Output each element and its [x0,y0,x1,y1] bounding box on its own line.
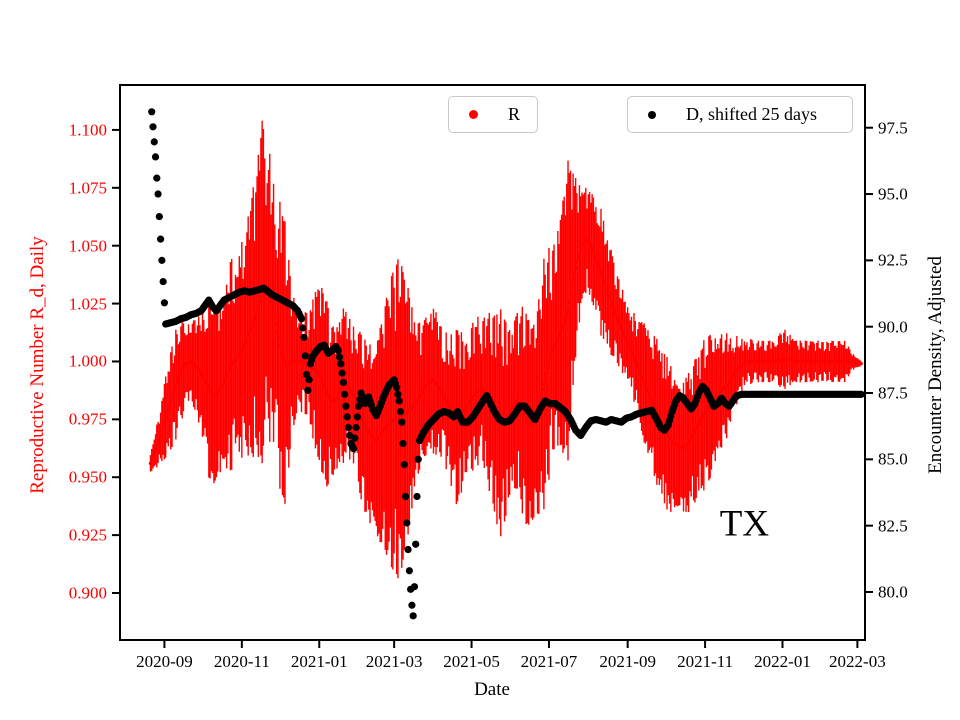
x-tick-label: 2020-09 [136,652,193,671]
x-tick-label: 2022-03 [829,652,886,671]
x-tick-label: 2021-03 [365,652,423,671]
y-left-tick-label: 0.975 [68,409,107,429]
y-axis-left-label: Reproductive Number R_d, Daily [27,236,48,494]
d-series [148,108,865,620]
legend-d-label: D, shifted 25 days [686,104,817,124]
x-tick-label: 2021-05 [443,652,500,671]
legend-r: R [448,96,538,133]
x-axis-label: Date [474,679,510,700]
y-right-tick-label: 90.0 [878,317,908,337]
y-right-tick-label: 92.5 [878,250,908,270]
x-tick-label: 2021-11 [677,652,734,671]
r-marker-dot [469,110,478,119]
legend-r-label: R [508,104,521,124]
y-left-tick-label: 1.050 [68,236,107,256]
y-left-tick-label: 1.100 [68,120,107,140]
x-tick-label: 2021-01 [290,652,348,671]
plot-spines [119,84,866,641]
y-left-tick-label: 0.925 [68,525,107,545]
legend-d: D, shifted 25 days [627,96,853,133]
y-right-tick-label: 85.0 [878,449,908,469]
y-axis-right-label: Encounter Density, Adjusted [925,256,946,474]
x-tick-label: 2020-11 [213,652,270,671]
y-left-tick-label: 1.000 [68,351,107,371]
x-tick-label: 2021-09 [599,652,656,671]
y-right-tick-label: 95.0 [878,184,908,204]
y-right-tick-label: 80.0 [878,582,908,602]
y-left-tick-label: 1.025 [68,294,107,314]
x-tick-label: 2021-07 [520,652,578,671]
d-marker-dot [648,110,656,119]
y-left-tick-label: 0.950 [68,467,107,487]
y-right-tick-label: 97.5 [878,118,908,138]
state-annotation: TX [719,503,770,545]
x-tick-label: 2022-01 [754,652,811,671]
y-right-tick-label: 87.5 [878,383,908,403]
y-left-tick-label: 1.075 [68,178,107,198]
y-left-tick-label: 0.900 [68,583,107,603]
y-right-tick-label: 82.5 [878,516,908,536]
